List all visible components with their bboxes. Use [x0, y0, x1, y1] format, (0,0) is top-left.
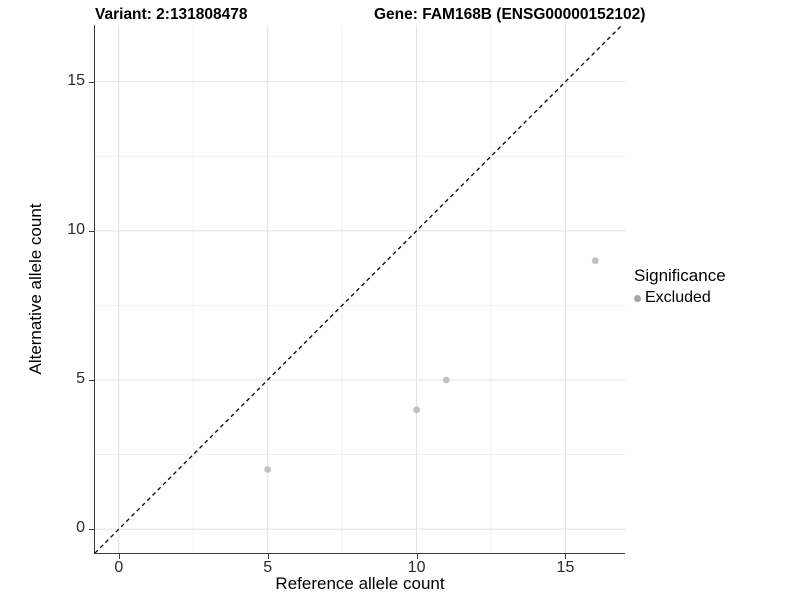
x-tick-label: 0	[114, 559, 124, 576]
legend-title: Significance	[634, 266, 726, 285]
x-tick-label: 10	[407, 559, 426, 576]
x-tick-label: 5	[263, 559, 273, 576]
gene-title: Gene: FAM168B (ENSG00000152102)	[374, 6, 646, 23]
y-tick-mark	[89, 529, 94, 531]
variant-title: Variant: 2:131808478	[95, 6, 248, 23]
plot-canvas	[95, 25, 625, 553]
data-point	[264, 466, 272, 473]
y-tick-label: 0	[76, 519, 85, 537]
y-tick-label: 15	[67, 71, 85, 89]
plot-panel	[94, 25, 625, 554]
x-tick-mark	[118, 554, 120, 559]
data-point	[413, 406, 420, 414]
x-tick-mark	[565, 554, 567, 559]
data-point	[442, 376, 450, 384]
y-tick-mark	[89, 379, 94, 381]
reference-line	[95, 25, 623, 553]
legend-item-excluded: Excluded	[634, 289, 726, 307]
y-tick-mark	[89, 230, 94, 232]
legend-item-label: Excluded	[645, 289, 711, 306]
data-point	[591, 257, 599, 265]
legend-point-icon	[634, 294, 641, 302]
x-axis-title: Reference allele count	[275, 574, 445, 593]
x-tick-label: 15	[556, 559, 575, 576]
x-tick-mark	[416, 554, 418, 559]
legend: Significance Excluded	[634, 266, 726, 307]
y-tick-label: 5	[76, 369, 85, 387]
x-tick-mark	[267, 554, 269, 559]
y-tick-label: 10	[67, 220, 85, 238]
y-tick-mark	[89, 81, 94, 83]
